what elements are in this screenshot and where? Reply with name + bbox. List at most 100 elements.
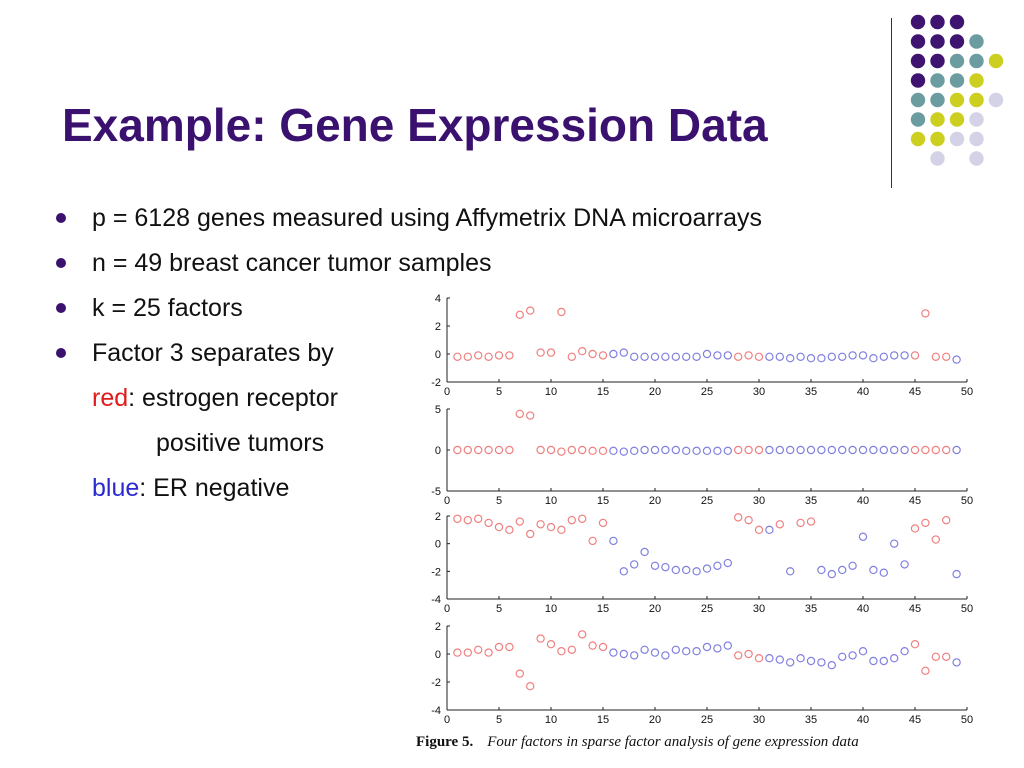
- data-point-red: [494, 522, 504, 532]
- x-tick-label: 30: [753, 386, 765, 398]
- data-point-red: [546, 522, 556, 532]
- decorative-dot: [910, 34, 926, 49]
- data-point-blue: [890, 445, 899, 455]
- data-point-red: [463, 445, 472, 455]
- data-point-red: [910, 640, 920, 649]
- x-tick-label: 10: [545, 386, 557, 398]
- data-point-red: [474, 645, 483, 655]
- data-point-blue: [765, 352, 774, 361]
- data-point-blue: [796, 654, 805, 663]
- data-point-red: [494, 642, 504, 652]
- data-point-blue: [817, 445, 826, 455]
- decorative-dot: [930, 112, 945, 127]
- data-point-blue: [838, 565, 847, 575]
- data-point-blue: [775, 655, 785, 664]
- data-point-blue: [640, 352, 649, 361]
- data-point-red: [734, 445, 743, 455]
- data-point-red: [536, 348, 545, 357]
- y-tick-label: 5: [435, 404, 441, 416]
- x-tick-label: 15: [597, 603, 609, 615]
- data-point-blue: [723, 351, 733, 360]
- data-point-red: [588, 536, 597, 546]
- decorative-dot: [910, 131, 926, 147]
- data-point-red: [515, 517, 525, 526]
- x-tick-label: 25: [701, 714, 713, 726]
- data-point-blue: [952, 355, 961, 364]
- data-point-blue: [640, 547, 649, 557]
- data-point-blue: [692, 446, 701, 456]
- data-point-red: [505, 445, 514, 455]
- data-point-red: [536, 520, 545, 529]
- data-point-blue: [765, 445, 774, 455]
- x-tick-label: 25: [701, 495, 713, 507]
- data-point-red: [536, 634, 545, 643]
- data-point-red: [484, 445, 493, 455]
- data-point-red: [744, 515, 753, 525]
- data-point-red: [453, 514, 462, 523]
- data-point-blue: [890, 539, 899, 548]
- decorative-dot: [910, 92, 926, 108]
- x-tick-label: 20: [649, 603, 661, 615]
- data-point-red: [734, 513, 743, 522]
- decorative-dot: [949, 112, 965, 127]
- data-point-red: [734, 352, 743, 361]
- data-point-blue: [786, 445, 795, 455]
- decorative-dot: [910, 73, 926, 88]
- x-tick-label: 35: [805, 386, 817, 398]
- data-point-blue: [817, 565, 826, 575]
- data-point-blue: [713, 446, 722, 456]
- x-tick-label: 40: [857, 714, 869, 726]
- x-tick-label: 15: [597, 714, 609, 726]
- decorative-dot: [930, 151, 945, 166]
- data-point-red: [463, 515, 472, 525]
- data-point-blue: [609, 648, 618, 657]
- data-point-red: [910, 445, 920, 455]
- decorative-dot-grid: [910, 14, 1004, 166]
- data-point-red: [526, 411, 535, 420]
- data-point-blue: [806, 445, 816, 455]
- y-tick-label: -4: [431, 594, 441, 606]
- decorative-vertical-rule: [891, 18, 892, 188]
- data-point-red: [598, 351, 608, 360]
- data-point-blue: [786, 567, 795, 576]
- positive-description: positive tumors: [156, 429, 325, 457]
- bullet-text: n = 49 breast cancer tumor samples: [92, 249, 492, 277]
- decorative-dot: [969, 92, 984, 108]
- data-point-blue: [661, 352, 670, 361]
- data-point-blue: [890, 654, 899, 663]
- data-point-blue: [630, 560, 639, 569]
- data-point-blue: [879, 568, 889, 577]
- data-point-blue: [952, 658, 961, 667]
- data-point-red: [546, 640, 556, 649]
- data-point-red: [494, 445, 504, 455]
- y-tick-label: 2: [435, 621, 441, 633]
- x-tick-label: 35: [805, 603, 817, 615]
- data-point-red: [744, 351, 753, 360]
- x-tick-label: 30: [753, 603, 765, 615]
- bullet-item: p = 6128 genes measured using Affymetrix…: [56, 196, 762, 241]
- data-point-red: [796, 518, 805, 528]
- data-point-blue: [723, 558, 733, 568]
- decorative-dot: [969, 112, 984, 127]
- data-point-blue: [692, 647, 701, 656]
- data-point-red: [463, 352, 472, 361]
- data-point-blue: [630, 446, 639, 456]
- data-point-blue: [671, 445, 681, 455]
- data-point-blue: [838, 352, 847, 361]
- decorative-dot: [969, 73, 984, 88]
- x-tick-label: 25: [701, 603, 713, 615]
- data-point-red: [744, 445, 753, 455]
- blue-keyword: blue: [92, 474, 140, 502]
- figure-caption: Figure 5. Four factors in sparse factor a…: [416, 734, 859, 751]
- data-point-blue: [775, 445, 785, 455]
- data-point-blue: [650, 445, 660, 455]
- data-point-blue: [869, 354, 878, 363]
- data-point-blue: [796, 445, 805, 455]
- decorative-dot: [988, 92, 1004, 108]
- x-tick-label: 0: [444, 495, 450, 507]
- data-point-blue: [671, 565, 681, 575]
- data-point-blue: [848, 651, 857, 660]
- x-tick-label: 15: [597, 386, 609, 398]
